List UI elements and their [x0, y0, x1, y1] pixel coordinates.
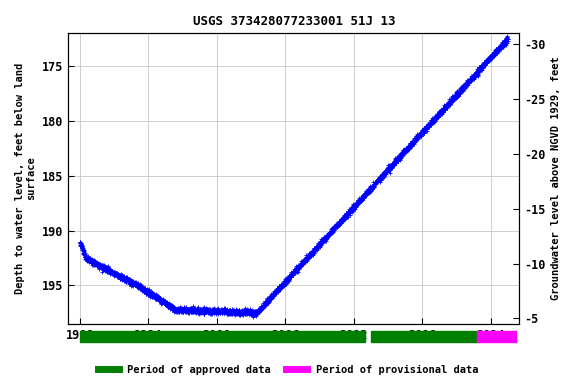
Legend: Period of approved data, Period of provisional data: Period of approved data, Period of provi…	[94, 361, 482, 379]
Title: USGS 373428077233001 51J 13: USGS 373428077233001 51J 13	[192, 15, 395, 28]
Y-axis label: Groundwater level above NGVD 1929, feet: Groundwater level above NGVD 1929, feet	[551, 57, 561, 300]
Bar	[80, 331, 365, 342]
Bar	[477, 331, 516, 342]
Bar	[371, 331, 477, 342]
Y-axis label: Depth to water level, feet below land
surface: Depth to water level, feet below land su…	[15, 63, 37, 294]
